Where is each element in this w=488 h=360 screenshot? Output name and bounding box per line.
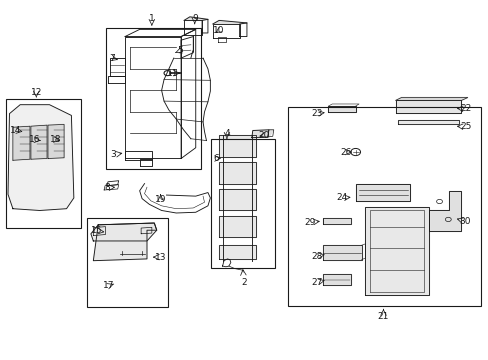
Text: 22: 22: [460, 104, 471, 113]
Polygon shape: [8, 105, 74, 211]
Polygon shape: [13, 126, 30, 160]
Polygon shape: [397, 120, 458, 125]
Text: 12: 12: [31, 87, 42, 96]
Text: 25: 25: [460, 122, 471, 131]
Bar: [105, 28, 200, 169]
Polygon shape: [322, 245, 361, 260]
Polygon shape: [322, 274, 350, 285]
Bar: [288, 107, 480, 306]
Text: 15: 15: [91, 226, 102, 235]
Polygon shape: [395, 100, 461, 113]
Polygon shape: [31, 125, 47, 159]
Text: 3: 3: [110, 150, 116, 159]
Bar: [87, 218, 167, 307]
Text: 20: 20: [258, 131, 269, 140]
Polygon shape: [219, 189, 255, 211]
Polygon shape: [212, 21, 246, 24]
Text: 16: 16: [29, 135, 41, 144]
Text: 10: 10: [213, 26, 224, 35]
Text: 26: 26: [340, 148, 351, 157]
Text: 27: 27: [310, 278, 322, 287]
Text: 1: 1: [149, 14, 154, 23]
Text: 7: 7: [109, 54, 115, 63]
Text: 17: 17: [103, 281, 115, 290]
Polygon shape: [328, 106, 355, 112]
Polygon shape: [251, 130, 273, 138]
Polygon shape: [395, 98, 467, 100]
Text: 21: 21: [377, 312, 388, 321]
Text: 18: 18: [50, 135, 61, 144]
Text: 19: 19: [155, 195, 166, 204]
Text: 4: 4: [224, 129, 229, 138]
Polygon shape: [219, 216, 255, 237]
Polygon shape: [93, 223, 157, 261]
Polygon shape: [48, 125, 64, 158]
Text: 11: 11: [166, 69, 178, 78]
Polygon shape: [428, 192, 461, 231]
Polygon shape: [183, 17, 207, 21]
Polygon shape: [91, 223, 157, 241]
Bar: [211, 139, 274, 268]
Text: 13: 13: [155, 253, 166, 262]
Bar: [5, 99, 81, 228]
Polygon shape: [219, 162, 255, 184]
Polygon shape: [219, 135, 255, 157]
Text: 5: 5: [177, 46, 183, 55]
Text: 30: 30: [458, 217, 469, 226]
Polygon shape: [219, 244, 255, 259]
Text: 23: 23: [310, 109, 322, 118]
Polygon shape: [365, 207, 428, 296]
Text: 8: 8: [104, 183, 110, 192]
Text: 9: 9: [191, 14, 197, 23]
Text: 28: 28: [310, 252, 322, 261]
Text: 14: 14: [10, 126, 21, 135]
Text: 6: 6: [213, 154, 219, 163]
Text: 29: 29: [304, 218, 315, 227]
Text: 2: 2: [241, 278, 246, 287]
Text: 24: 24: [336, 193, 347, 202]
Polygon shape: [355, 184, 409, 201]
Polygon shape: [322, 218, 350, 224]
